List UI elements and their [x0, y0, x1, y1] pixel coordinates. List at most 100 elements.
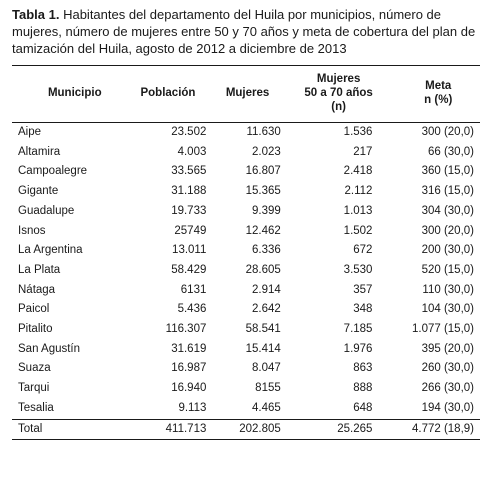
table-row: San Agustín 31.619 15.414 1.976 395 (20,0): [12, 340, 480, 360]
cell-meta: 316 (15,0): [421, 185, 474, 198]
header-poblacion: Población: [125, 65, 211, 123]
cell-municipio: Paicol: [18, 303, 50, 316]
table-header: Municipio Población Mujeres Mujeres 50 a…: [12, 65, 480, 123]
cell-municipio: Suaza: [18, 362, 51, 375]
total-cell-meta: 4.772 (18,9): [392, 418, 480, 441]
cell-poblacion: 19.733: [171, 204, 207, 217]
table-row: Tarqui 16.940 8155 888 266 (30,0): [12, 379, 480, 399]
table-row: Paicol 5.436 2.642 348 104 (30,0): [12, 300, 480, 320]
table-row: Nátaga 6131 2.914 357 110 (30,0): [12, 281, 480, 301]
cell-mujeres: 2.914: [251, 283, 281, 296]
cell-poblacion: 58.429: [171, 263, 207, 276]
table-row: Pitalito 116.307 58.541 7.185 1.077 (15,0): [12, 320, 480, 340]
table-caption: Tabla 1. Habitantes del departamento del…: [12, 6, 481, 57]
cell-municipio: Altamira: [18, 145, 61, 158]
cell-mujeres-50-70: 1.013: [343, 204, 373, 217]
cell-mujeres-50-70: 1.536: [343, 126, 373, 138]
cell-mujeres: 6.336: [251, 244, 281, 257]
cell-meta: 1.077 (15,0): [411, 323, 474, 336]
table-row: Altamira 4.003 2.023 217 66 (30,0): [12, 143, 480, 163]
cell-mujeres: 2.642: [251, 303, 281, 316]
total-cell-poblacion: 411.713: [125, 418, 211, 441]
header-row: Municipio Población Mujeres Mujeres 50 a…: [12, 65, 480, 123]
table-row: La Plata 58.429 28.605 3.530 520 (15,0): [12, 261, 480, 281]
cell-meta: 266 (30,0): [421, 382, 474, 395]
header-mujeres: Mujeres: [210, 65, 285, 123]
cell-mujeres-50-70: 1.976: [343, 342, 373, 355]
cell-mujeres-50-70: 3.530: [343, 263, 373, 276]
cell-municipio: Tesalia: [18, 401, 54, 414]
cell-municipio: San Agustín: [18, 342, 81, 355]
total-cell-mujeres: 202.805: [210, 418, 285, 441]
cell-poblacion: 9.113: [178, 401, 207, 414]
cell-municipio: Aipe: [18, 126, 42, 138]
cell-poblacion: 6131: [180, 283, 207, 296]
cell-meta: 66 (30,0): [427, 145, 474, 158]
table-row: Guadalupe 19.733 9.399 1.013 304 (30,0): [12, 202, 480, 222]
cell-meta: 300 (20,0): [421, 224, 474, 237]
population-table: Municipio Población Mujeres Mujeres 50 a…: [12, 65, 480, 441]
cell-poblacion: 16.940: [171, 382, 207, 395]
cell-meta: 360 (15,0): [421, 165, 474, 178]
table-caption-text: Habitantes del departamento del Huila po…: [12, 7, 476, 56]
total-row: Total 411.713 202.805 25.265 4.772 (18,9): [12, 418, 480, 441]
cell-municipio: Guadalupe: [18, 204, 75, 217]
cell-mujeres: 9.399: [251, 204, 281, 217]
cell-mujeres-50-70: 7.185: [343, 323, 373, 336]
cell-mujeres: 16.807: [245, 165, 281, 178]
cell-meta: 395 (20,0): [421, 342, 474, 355]
cell-mujeres: 12.462: [245, 224, 281, 237]
header-mujeres-50-70-line1: Mujeres: [316, 73, 361, 85]
cell-meta: 300 (20,0): [421, 126, 474, 138]
cell-municipio: Isnos: [18, 224, 46, 237]
cell-mujeres-50-70: 2.418: [343, 165, 373, 178]
cell-mujeres-50-70: 1.502: [343, 224, 373, 237]
cell-meta: 520 (15,0): [421, 263, 474, 276]
cell-meta: 194 (30,0): [421, 401, 474, 414]
table-row: Gigante 31.188 15.365 2.112 316 (15,0): [12, 182, 480, 202]
cell-mujeres-50-70: 348: [353, 303, 373, 316]
cell-mujeres-50-70: 217: [353, 145, 373, 158]
cell-poblacion: 31.619: [171, 342, 207, 355]
table-body: Aipe 23.502 11.630 1.536 300 (20,0) Altamira 4…: [12, 123, 480, 441]
total-cell-mujeres-50-70: 25.265: [284, 418, 393, 441]
table-caption-label: Tabla 1.: [12, 7, 60, 22]
cell-municipio: Campoalegre: [18, 165, 88, 178]
cell-poblacion: 116.307: [165, 323, 207, 336]
cell-mujeres-50-70: 2.112: [344, 185, 373, 198]
cell-poblacion: 33.565: [171, 165, 207, 178]
cell-poblacion: 13.011: [172, 244, 207, 257]
cell-mujeres: 11.630: [246, 126, 281, 138]
cell-mujeres: 58.541: [245, 323, 281, 336]
cell-mujeres-50-70: 357: [353, 283, 373, 296]
cell-meta: 304 (30,0): [421, 204, 474, 217]
table-row: Aipe 23.502 11.630 1.536 300 (20,0): [12, 123, 480, 143]
cell-poblacion: 25749: [174, 224, 207, 237]
table-row: Tesalia 9.113 4.465 648 194 (30,0): [12, 399, 480, 419]
cell-meta: 104 (30,0): [421, 303, 474, 316]
cell-poblacion: 5.436: [177, 303, 207, 316]
cell-municipio: Gigante: [18, 185, 59, 198]
cell-mujeres-50-70: 672: [353, 244, 373, 257]
cell-poblacion: 16.987: [171, 362, 207, 375]
cell-meta: 260 (30,0): [421, 362, 474, 375]
header-mujeres-50-70-line3: (n): [331, 101, 346, 113]
cell-municipio: Nátaga: [18, 283, 56, 296]
cell-poblacion: 4.003: [177, 145, 207, 158]
header-meta-line1: Meta: [425, 80, 452, 92]
table-row: Isnos 25749 12.462 1.502 300 (20,0): [12, 222, 480, 242]
table-row: La Argentina 13.011 6.336 672 200 (30,0): [12, 241, 480, 261]
cell-municipio: La Plata: [18, 263, 61, 276]
header-mujeres-50-70: Mujeres 50 a 70 años (n): [284, 65, 393, 123]
cell-mujeres-50-70: 863: [353, 362, 373, 375]
cell-meta: 110 (30,0): [422, 283, 474, 296]
cell-mujeres: 8155: [255, 382, 281, 395]
cell-poblacion: 31.188: [171, 185, 207, 198]
cell-mujeres: 28.605: [245, 263, 281, 276]
cell-meta: 200 (30,0): [421, 244, 474, 257]
table-row: Campoalegre 33.565 16.807 2.418 360 (15,0): [12, 162, 480, 182]
cell-mujeres-50-70: 888: [353, 382, 373, 395]
table-row: Suaza 16.987 8.047 863 260 (30,0): [12, 359, 480, 379]
cell-municipio: La Argentina: [18, 244, 83, 257]
